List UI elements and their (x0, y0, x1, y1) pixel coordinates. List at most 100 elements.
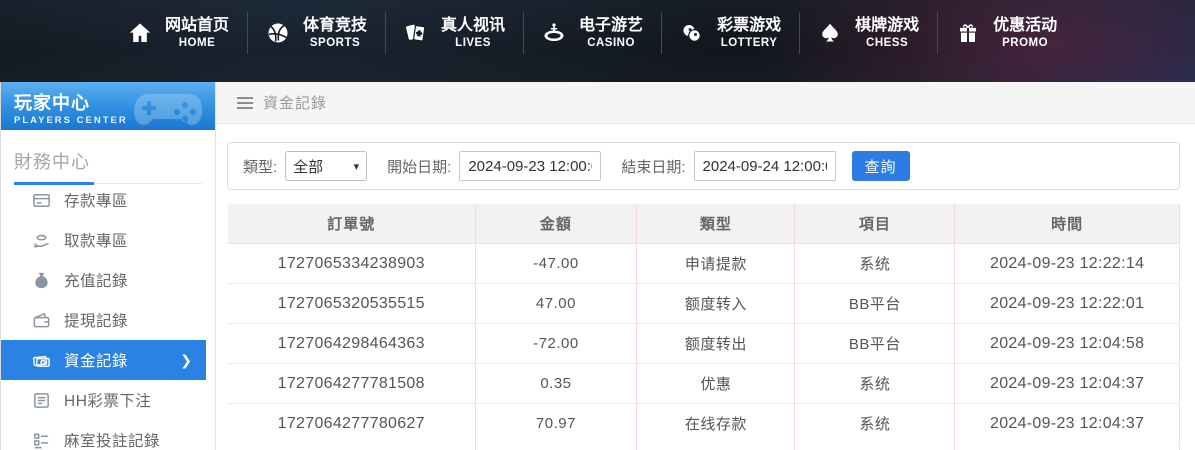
nav-label-en: PROMO (1002, 36, 1049, 49)
sidebar-item-hh-lottery-bets[interactable]: HH彩票下注 (1, 380, 206, 420)
banknotes-icon (32, 351, 51, 370)
nav-label-zh: 优惠活动 (993, 16, 1058, 34)
nav-row: 网站首页 HOME 体育竞技 SPORTS 真人视讯 LIVES (0, 0, 1195, 66)
funds-table-wrap: 訂單號 金額 類型 項目 時間 1727065334238903 -47.00 … (227, 203, 1180, 450)
sidebar-item-recharge-records[interactable]: 充值記錄 (1, 260, 206, 300)
deposit-card-icon (32, 191, 51, 210)
finance-center-section: 財務中心 (1, 130, 215, 185)
col-header-order-no: 訂單號 (227, 203, 476, 244)
cell-order-no: 1727064298464363 (227, 323, 476, 364)
nav-item-sports[interactable]: 体育竞技 SPORTS (248, 16, 385, 50)
cell-type: 额度转入 (636, 283, 796, 324)
cell-type: 在线存款 (636, 403, 796, 444)
cell-item: 系统 (794, 363, 956, 404)
col-header-time: 時間 (954, 203, 1180, 244)
nav-label-zh: 体育竞技 (303, 16, 368, 34)
players-center-subtitle: PLAYERS CENTER (14, 115, 128, 126)
nav-item-casino[interactable]: 电子游艺 CASINO (524, 16, 661, 50)
sidebar-item-withdraw-zone[interactable]: 取款專區 (1, 220, 206, 260)
search-button[interactable]: 查詢 (851, 151, 910, 181)
top-navbar: 网站首页 HOME 体育竞技 SPORTS 真人视讯 LIVES (0, 0, 1195, 82)
nav-divider (937, 12, 939, 54)
nav-divider (799, 12, 801, 54)
chevron-right-icon: ❯ (180, 351, 192, 368)
chevron-down-icon: ▾ (353, 160, 360, 173)
page-title: 資金記錄 (263, 95, 328, 112)
nav-label-en: CASINO (587, 36, 635, 49)
nav-item-chess[interactable]: 棋牌游戏 CHESS (800, 16, 937, 50)
menu-toggle-icon[interactable] (237, 96, 253, 109)
nav-item-lottery[interactable]: 彩票游戏 LOTTERY (662, 16, 799, 50)
cell-time: 2024-09-23 12:04:37 (954, 363, 1180, 404)
finance-center-title: 財務中心 (14, 152, 90, 172)
type-select-value: 全部 (293, 158, 324, 176)
nav-divider (661, 12, 663, 54)
nav-label-en: LOTTERY (720, 36, 778, 49)
table-row: 1727065320535515 47.00 额度转入 BB平台 2024-09… (227, 283, 1180, 324)
sidebar-item-withdrawal-records[interactable]: 提現記錄 (1, 300, 206, 340)
table-body: 1727065334238903 -47.00 申请提款 系统 2024-09-… (227, 243, 1180, 444)
cell-time: 2024-09-23 12:22:14 (954, 243, 1180, 284)
sidebar-item-label: 麻室投註記錄 (64, 433, 161, 450)
money-bag-icon (32, 271, 51, 290)
cell-time: 2024-09-23 12:04:58 (954, 323, 1180, 364)
wallet-icon (32, 311, 51, 330)
sidebar-item-hall-bet-records[interactable]: 麻室投註記錄 (1, 420, 206, 450)
gift-icon (956, 21, 980, 45)
cell-order-no: 1727064277780627 (227, 403, 476, 444)
filter-bar: 類型: 全部 ▾ 開始日期: 結束日期: 查詢 (227, 142, 1180, 190)
end-date-label: 結束日期: (621, 158, 686, 176)
document-icon (32, 391, 51, 410)
roulette-icon (542, 21, 566, 45)
sidebar-item-funds-records[interactable]: 資金記錄 ❯ (1, 340, 206, 380)
end-date-input[interactable] (693, 151, 836, 181)
lottery-balls-icon (680, 21, 704, 45)
cell-amount: 47.00 (475, 283, 638, 324)
cell-order-no: 1727065334238903 (227, 243, 476, 284)
sidebar-menu: 存款專區 取款專區 充值記錄 提現記錄 (1, 180, 215, 450)
start-date-label: 開始日期: (387, 158, 452, 176)
cell-type: 额度转出 (636, 323, 796, 364)
cell-item: 系统 (794, 243, 956, 284)
table-row-partial (227, 443, 1180, 450)
type-label: 類型: (243, 158, 278, 176)
section-underline (14, 182, 202, 185)
nav-label-zh: 网站首页 (165, 16, 230, 34)
nav-item-home[interactable]: 网站首页 HOME (110, 16, 247, 50)
col-header-item: 項目 (794, 203, 956, 244)
cell-item: 系统 (794, 403, 956, 444)
nav-label-en: CHESS (866, 36, 909, 49)
start-date-input[interactable] (459, 151, 602, 181)
spade-icon (818, 21, 842, 45)
home-icon (128, 21, 152, 45)
cell-item: BB平台 (794, 323, 956, 364)
main-content: 資金記錄 類型: 全部 ▾ 開始日期: 結束日期: 查詢 (216, 82, 1195, 450)
gamepad-icon (131, 86, 205, 130)
nav-item-promo[interactable]: 优惠活动 PROMO (938, 16, 1075, 50)
table-body-partial (227, 443, 1180, 450)
breadcrumb: 資金記錄 (216, 82, 1195, 124)
page-body: 玩家中心 PLAYERS CENTER 財務中心 存款專區 取款專區 (0, 82, 1195, 450)
sidebar-item-label: 存款專區 (64, 193, 129, 210)
nav-label-en: HOME (178, 36, 216, 49)
funds-table: 訂單號 金額 類型 項目 時間 1727065334238903 -47.00 … (227, 203, 1180, 450)
nav-label-zh: 彩票游戏 (717, 16, 782, 34)
cell-time: 2024-09-23 12:04:37 (954, 403, 1180, 444)
cell-amount: 0.35 (475, 363, 638, 404)
players-center-title: 玩家中心 (14, 93, 90, 113)
sidebar-item-label: 資金記錄 (64, 353, 129, 370)
table-row: 1727065334238903 -47.00 申请提款 系统 2024-09-… (227, 243, 1180, 284)
nav-item-lives[interactable]: 真人视讯 LIVES (386, 16, 523, 50)
sports-ball-icon (266, 21, 290, 45)
list-records-icon (32, 431, 51, 450)
cell-amount: 70.97 (475, 403, 638, 444)
type-select[interactable]: 全部 ▾ (285, 151, 368, 181)
sidebar-item-deposit-zone[interactable]: 存款專區 (1, 180, 206, 220)
cell-order-no: 1727064277781508 (227, 363, 476, 404)
col-header-amount: 金額 (475, 203, 638, 244)
cell-time: 2024-09-23 12:22:01 (954, 283, 1180, 324)
table-row: 1727064298464363 -72.00 额度转出 BB平台 2024-0… (227, 323, 1180, 364)
cell-amount: -72.00 (475, 323, 638, 364)
nav-label-zh: 棋牌游戏 (855, 16, 920, 34)
table-row: 1727064277781508 0.35 优惠 系统 2024-09-23 1… (227, 363, 1180, 404)
